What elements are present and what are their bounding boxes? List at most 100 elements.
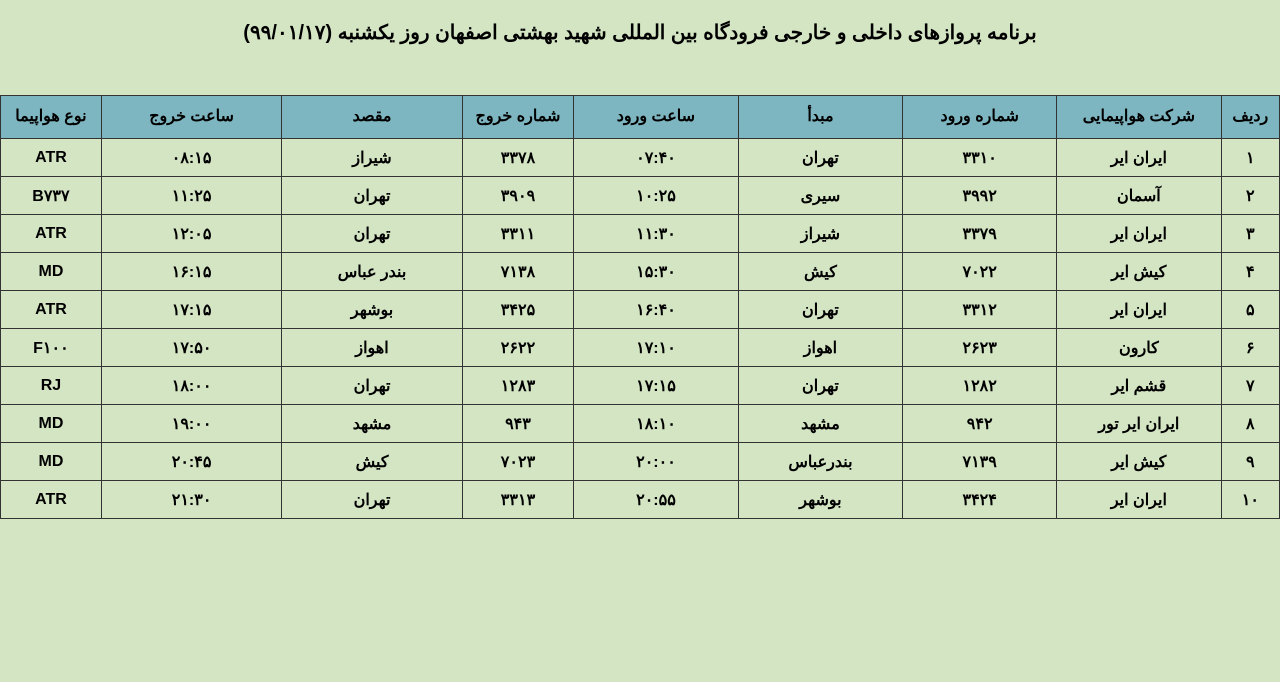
cell-departure_no: ۳۳۷۸	[462, 139, 573, 177]
cell-aircraft: ATR	[1, 139, 102, 177]
cell-aircraft: ATR	[1, 481, 102, 519]
cell-departure_no: ۳۹۰۹	[462, 177, 573, 215]
cell-destination: بوشهر	[282, 291, 462, 329]
cell-departure_time: ۲۱:۳۰	[101, 481, 281, 519]
cell-destination: مشهد	[282, 405, 462, 443]
cell-arrival_time: ۱۵:۳۰	[574, 253, 739, 291]
cell-departure_time: ۲۰:۴۵	[101, 443, 281, 481]
cell-row: ۹	[1221, 443, 1279, 481]
table-row: ۱ایران ایر۳۳۱۰تهران۰۷:۴۰۳۳۷۸شیراز۰۸:۱۵AT…	[1, 139, 1280, 177]
col-header-destination: مقصد	[282, 96, 462, 139]
col-header-origin: مبدأ	[738, 96, 903, 139]
cell-arrival_no: ۹۴۲	[903, 405, 1057, 443]
cell-arrival_time: ۱۰:۲۵	[574, 177, 739, 215]
cell-airline: ایران ایر	[1057, 215, 1222, 253]
cell-departure_no: ۱۲۸۳	[462, 367, 573, 405]
cell-departure_time: ۱۷:۵۰	[101, 329, 281, 367]
cell-airline: ایران ایر تور	[1057, 405, 1222, 443]
table-body: ۱ایران ایر۳۳۱۰تهران۰۷:۴۰۳۳۷۸شیراز۰۸:۱۵AT…	[1, 139, 1280, 519]
cell-arrival_time: ۱۷:۱۰	[574, 329, 739, 367]
cell-origin: بوشهر	[738, 481, 903, 519]
cell-destination: بندر عباس	[282, 253, 462, 291]
cell-destination: تهران	[282, 367, 462, 405]
cell-aircraft: MD	[1, 443, 102, 481]
cell-departure_no: ۷۱۳۸	[462, 253, 573, 291]
cell-origin: تهران	[738, 367, 903, 405]
cell-aircraft: MD	[1, 253, 102, 291]
cell-departure_time: ۱۶:۱۵	[101, 253, 281, 291]
col-header-departure-no: شماره خروج	[462, 96, 573, 139]
col-header-row: ردیف	[1221, 96, 1279, 139]
table-row: ۵ایران ایر۳۳۱۲تهران۱۶:۴۰۳۴۲۵بوشهر۱۷:۱۵AT…	[1, 291, 1280, 329]
cell-arrival_time: ۲۰:۰۰	[574, 443, 739, 481]
cell-origin: مشهد	[738, 405, 903, 443]
cell-aircraft: ATR	[1, 291, 102, 329]
table-row: ۳ایران ایر۳۳۷۹شیراز۱۱:۳۰۳۳۱۱تهران۱۲:۰۵AT…	[1, 215, 1280, 253]
cell-airline: ایران ایر	[1057, 291, 1222, 329]
cell-airline: کیش ایر	[1057, 443, 1222, 481]
cell-row: ۸	[1221, 405, 1279, 443]
table-header-row: ردیف شرکت هواپیمایی شماره ورود مبدأ ساعت…	[1, 96, 1280, 139]
cell-aircraft: F۱۰۰	[1, 329, 102, 367]
col-header-airline: شرکت هواپیمایی	[1057, 96, 1222, 139]
table-row: ۴کیش ایر۷۰۲۲کیش۱۵:۳۰۷۱۳۸بندر عباس۱۶:۱۵MD	[1, 253, 1280, 291]
cell-arrival_no: ۳۳۱۲	[903, 291, 1057, 329]
cell-airline: آسمان	[1057, 177, 1222, 215]
cell-departure_no: ۳۴۲۵	[462, 291, 573, 329]
cell-arrival_no: ۳۴۲۴	[903, 481, 1057, 519]
cell-airline: کیش ایر	[1057, 253, 1222, 291]
cell-arrival_time: ۱۶:۴۰	[574, 291, 739, 329]
cell-row: ۱	[1221, 139, 1279, 177]
cell-origin: تهران	[738, 139, 903, 177]
cell-destination: تهران	[282, 177, 462, 215]
cell-departure_no: ۳۳۱۳	[462, 481, 573, 519]
cell-arrival_no: ۳۹۹۲	[903, 177, 1057, 215]
table-row: ۷قشم ایر۱۲۸۲تهران۱۷:۱۵۱۲۸۳تهران۱۸:۰۰RJ	[1, 367, 1280, 405]
table-row: ۹کیش ایر۷۱۳۹بندرعباس۲۰:۰۰۷۰۲۳کیش۲۰:۴۵MD	[1, 443, 1280, 481]
cell-aircraft: MD	[1, 405, 102, 443]
cell-arrival_time: ۱۱:۳۰	[574, 215, 739, 253]
cell-departure_no: ۳۳۱۱	[462, 215, 573, 253]
cell-arrival_no: ۳۳۷۹	[903, 215, 1057, 253]
table-row: ۱۰ایران ایر۳۴۲۴بوشهر۲۰:۵۵۳۳۱۳تهران۲۱:۳۰A…	[1, 481, 1280, 519]
cell-aircraft: B۷۳۷	[1, 177, 102, 215]
cell-airline: کارون	[1057, 329, 1222, 367]
cell-origin: بندرعباس	[738, 443, 903, 481]
cell-origin: سیری	[738, 177, 903, 215]
cell-departure_time: ۱۸:۰۰	[101, 367, 281, 405]
cell-departure_time: ۱۱:۲۵	[101, 177, 281, 215]
cell-arrival_time: ۱۷:۱۵	[574, 367, 739, 405]
cell-arrival_no: ۷۰۲۲	[903, 253, 1057, 291]
cell-departure_time: ۱۹:۰۰	[101, 405, 281, 443]
cell-destination: تهران	[282, 481, 462, 519]
cell-row: ۴	[1221, 253, 1279, 291]
cell-departure_time: ۱۲:۰۵	[101, 215, 281, 253]
cell-row: ۶	[1221, 329, 1279, 367]
cell-arrival_time: ۲۰:۵۵	[574, 481, 739, 519]
page-title: برنامه پروازهای داخلی و خارجی فرودگاه بی…	[0, 20, 1280, 45]
cell-departure_time: ۱۷:۱۵	[101, 291, 281, 329]
flight-schedule-table: ردیف شرکت هواپیمایی شماره ورود مبدأ ساعت…	[0, 95, 1280, 519]
cell-destination: شیراز	[282, 139, 462, 177]
cell-row: ۱۰	[1221, 481, 1279, 519]
cell-airline: ایران ایر	[1057, 139, 1222, 177]
cell-arrival_no: ۲۶۲۳	[903, 329, 1057, 367]
cell-aircraft: ATR	[1, 215, 102, 253]
cell-departure_time: ۰۸:۱۵	[101, 139, 281, 177]
cell-departure_no: ۲۶۲۲	[462, 329, 573, 367]
cell-arrival_no: ۱۲۸۲	[903, 367, 1057, 405]
cell-origin: تهران	[738, 291, 903, 329]
cell-arrival_no: ۳۳۱۰	[903, 139, 1057, 177]
table-row: ۶کارون۲۶۲۳اهواز۱۷:۱۰۲۶۲۲اهواز۱۷:۵۰F۱۰۰	[1, 329, 1280, 367]
col-header-departure-time: ساعت خروج	[101, 96, 281, 139]
cell-origin: کیش	[738, 253, 903, 291]
col-header-aircraft: نوع هواپیما	[1, 96, 102, 139]
cell-row: ۵	[1221, 291, 1279, 329]
table-row: ۲آسمان۳۹۹۲سیری۱۰:۲۵۳۹۰۹تهران۱۱:۲۵B۷۳۷	[1, 177, 1280, 215]
cell-arrival_time: ۱۸:۱۰	[574, 405, 739, 443]
cell-row: ۳	[1221, 215, 1279, 253]
cell-destination: تهران	[282, 215, 462, 253]
cell-destination: اهواز	[282, 329, 462, 367]
cell-airline: ایران ایر	[1057, 481, 1222, 519]
col-header-arrival-time: ساعت ورود	[574, 96, 739, 139]
